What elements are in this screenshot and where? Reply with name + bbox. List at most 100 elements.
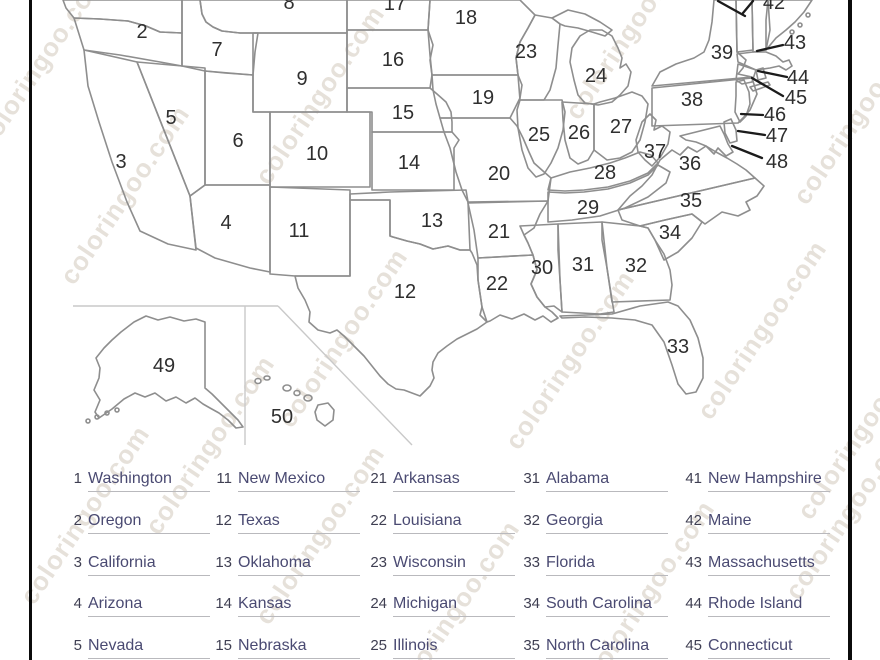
legend-item-number: 31: [523, 470, 540, 487]
state-shape-delaware: [723, 118, 738, 144]
state-shape-connecticut: [735, 63, 757, 85]
leader-lines: [716, 0, 789, 160]
state-shape-illinois: [516, 99, 566, 178]
state-number-29: 29: [577, 197, 599, 219]
aleutian-island: [94, 414, 100, 420]
state-shape-mississippi: [519, 223, 563, 313]
legend-item-name: Arkansas: [393, 470, 515, 492]
legend-item-name: New Hampshire: [708, 470, 830, 492]
state-number-6: 6: [232, 130, 243, 152]
state-number-27: 27: [610, 116, 632, 138]
legend-item-number: 43: [685, 554, 702, 571]
page-edge-left: [29, 0, 32, 660]
legend-item-number: 25: [370, 637, 387, 654]
legend-item: 35 North Carolina: [522, 637, 668, 659]
state-number-25: 25: [528, 124, 550, 146]
maine-island: [797, 22, 803, 28]
aleutian-island: [104, 410, 110, 416]
inset-dividers: [73, 305, 413, 446]
state-outlines: [62, 0, 813, 429]
state-shape-tennessee: [547, 164, 671, 223]
state-shape-west-virginia: [635, 113, 671, 167]
leader-line: [716, 0, 747, 18]
legend-item-name: Rhode Island: [708, 595, 830, 617]
legend-item-name: Georgia: [546, 512, 668, 534]
state-number-34: 34: [659, 222, 681, 244]
legend-item-number: 41: [685, 470, 702, 487]
legend-item: 43 Massachusetts: [684, 554, 830, 576]
leader-line: [755, 43, 785, 53]
state-shape-new-jersey: [734, 79, 751, 123]
legend-item-number: 24: [370, 595, 387, 612]
state-number-42: 42: [763, 0, 785, 14]
legend-item-name: Connecticut: [708, 637, 830, 659]
state-shape-new-hampshire: [751, 0, 771, 53]
legend-item: 2 Oregon: [64, 512, 210, 534]
state-number-43: 43: [784, 32, 806, 54]
state-number-22: 22: [486, 273, 508, 295]
hawaii-island: [263, 375, 271, 381]
hawaii-island: [303, 394, 313, 402]
state-number-5: 5: [165, 107, 176, 129]
legend-item: 5 Nevada: [64, 637, 210, 659]
state-number-labels: 2345678910111213141516171819202122232425…: [115, 0, 809, 428]
state-number-9: 9: [296, 68, 307, 90]
hawaii-island: [254, 377, 262, 385]
state-number-12: 12: [394, 281, 416, 303]
state-number-47: 47: [766, 125, 788, 147]
state-number-14: 14: [398, 152, 420, 174]
legend-item-name: Arizona: [88, 595, 210, 617]
state-shape-michigan: [569, 29, 632, 106]
legend-item-number: 22: [370, 512, 387, 529]
legend-item: 14 Kansas: [214, 595, 360, 617]
legend-item: 1 Washington: [64, 470, 210, 492]
state-shape-ohio: [593, 91, 649, 161]
legend-item-number: 33: [523, 554, 540, 571]
state-number-32: 32: [625, 255, 647, 277]
state-number-17: 17: [384, 0, 406, 15]
legend-item: 23 Wisconsin: [369, 554, 515, 576]
legend-item: 4 Arizona: [64, 595, 210, 617]
legend-item: 21 Arkansas: [369, 470, 515, 492]
legend-item-number: 21: [370, 470, 387, 487]
state-number-10: 10: [306, 143, 328, 165]
state-number-37: 37: [644, 141, 666, 163]
legend-item-number: 13: [215, 554, 232, 571]
state-number-31: 31: [572, 254, 594, 276]
legend-item: 24 Michigan: [369, 595, 515, 617]
state-number-45: 45: [785, 87, 807, 109]
legend-item-number: 3: [73, 554, 82, 571]
legend-item-name: Maine: [708, 512, 830, 534]
legend-item: 42 Maine: [684, 512, 830, 534]
legend-item-name: Michigan: [393, 595, 515, 617]
state-number-19: 19: [472, 87, 494, 109]
state-number-35: 35: [680, 190, 702, 212]
legend-item-number: 1: [73, 470, 82, 487]
maine-island: [789, 29, 795, 35]
state-shape-virginia: [617, 145, 756, 211]
leader-line: [736, 129, 767, 137]
state-shape-florida: [559, 301, 704, 395]
legend-item-number: 42: [685, 512, 702, 529]
state-number-3: 3: [115, 151, 126, 173]
legend-item-name: North Carolina: [546, 637, 668, 659]
legend-item: 41 New Hampshire: [684, 470, 830, 492]
aleutian-island: [85, 418, 91, 424]
legend-item-number: 15: [215, 637, 232, 654]
legend-item-name: Oregon: [88, 512, 210, 534]
state-shape-colorado: [269, 111, 371, 188]
legend-item-number: 12: [215, 512, 232, 529]
legend-item-name: Oklahoma: [238, 554, 360, 576]
state-number-26: 26: [568, 122, 590, 144]
state-number-38: 38: [681, 89, 703, 111]
state-shape-new-york: [651, 0, 753, 87]
state-number-44: 44: [787, 67, 809, 89]
legend-item: 15 Nebraska: [214, 637, 360, 659]
legend-item-name: New Mexico: [238, 470, 360, 492]
legend-item: 44 Rhode Island: [684, 595, 830, 617]
state-shape-iowa: [431, 74, 523, 119]
leader-line: [739, 112, 765, 117]
state-number-13: 13: [421, 210, 443, 232]
